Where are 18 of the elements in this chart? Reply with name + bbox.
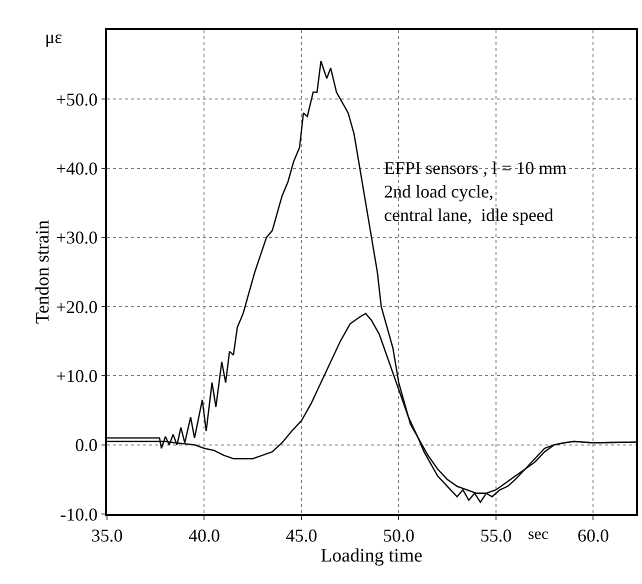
annotation: EFPI sensors , l = 10 mm 2nd load cycle, central lane, idle speed <box>384 158 567 225</box>
x-tick-label: 40.0 <box>188 525 220 546</box>
y-axis-title: Tendon strain <box>32 220 54 324</box>
x-tick-label: 35.0 <box>91 525 123 546</box>
y-tick-label: +40.0 <box>56 158 98 179</box>
x-axis-title: Loading time <box>320 546 422 567</box>
x-tick-label: 55.0 <box>480 525 512 546</box>
y-tick-label: +30.0 <box>56 228 98 248</box>
x-tick-label: 45.0 <box>286 525 318 546</box>
x-tick-label: 50.0 <box>382 525 414 546</box>
y-tick-label: +20.0 <box>56 296 98 317</box>
text: με <box>45 27 63 47</box>
y-tick-label: -10.0 <box>60 504 98 524</box>
y-tick-label: +50.0 <box>56 89 98 110</box>
y-tick-label: 0.0 <box>75 435 98 456</box>
x-tick-label: 60.0 <box>577 525 609 546</box>
y-tick-label: +10.0 <box>56 366 98 386</box>
text: sec <box>528 526 548 543</box>
